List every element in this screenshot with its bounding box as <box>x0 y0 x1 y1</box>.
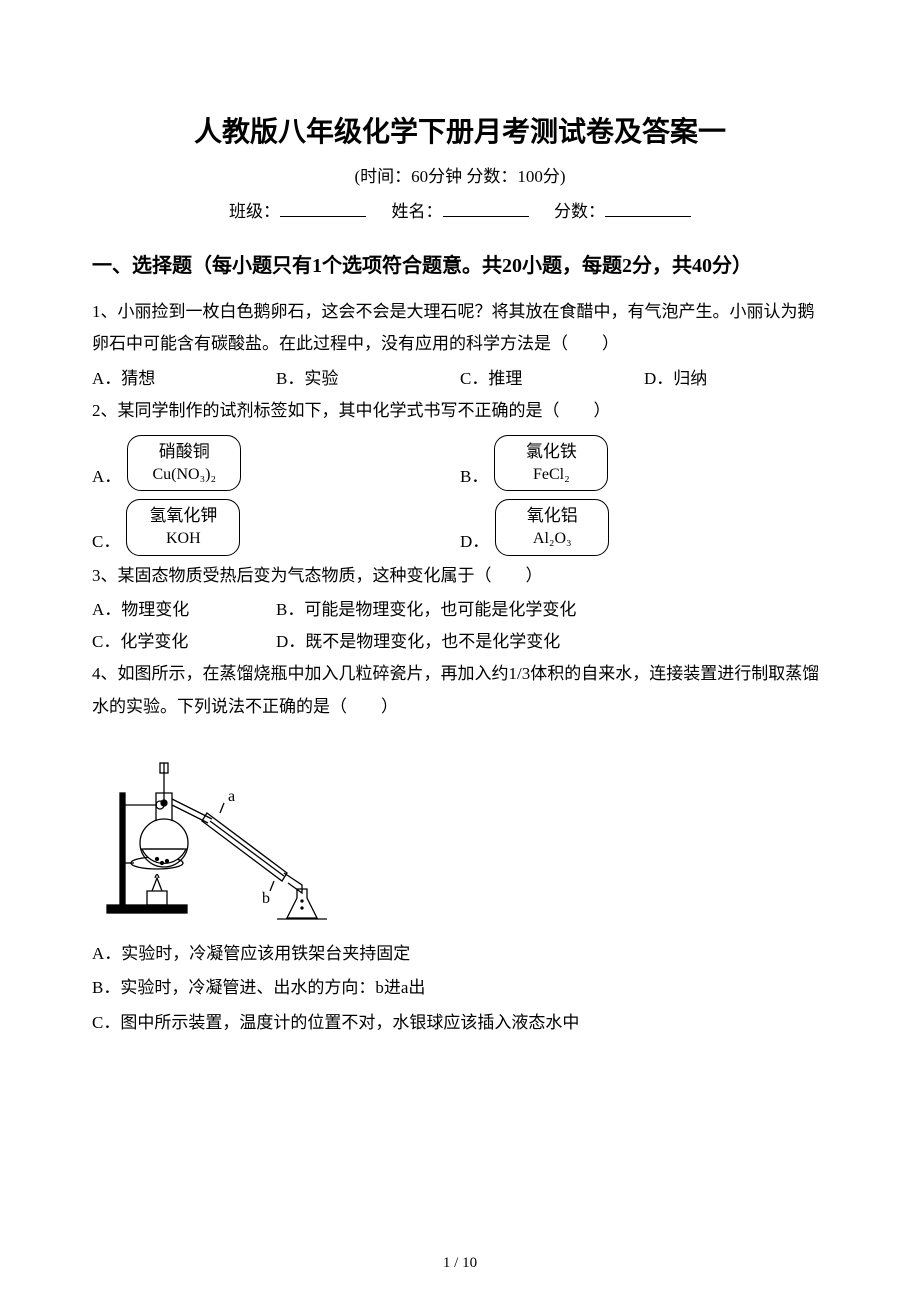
q1-opt-b: B．实验 <box>276 363 460 395</box>
q3-options-row2: C．化学变化 D．既不是物理变化，也不是化学变化 <box>92 626 828 658</box>
reagent-label-c: 氢氧化钾 KOH <box>126 499 240 555</box>
score-label: 分数： <box>554 202 605 221</box>
q4-opt-b: B．实验时，冷凝管进、出水的方向：b进a出 <box>92 972 828 1004</box>
q3-stem: 3、某固态物质受热后变为气态物质，这种变化属于（ ） <box>92 560 828 592</box>
reagent-d-formula: Al₂O₃ <box>496 528 608 550</box>
q2-opt-c: C． 氢氧化钾 KOH <box>92 499 460 555</box>
q3-opt-c: C．化学变化 <box>92 626 276 658</box>
q1-stem: 1、小丽捡到一枚白色鹅卵石，这会不会是大理石呢？将其放在食醋中，有气泡产生。小丽… <box>92 296 828 361</box>
q3-opt-a: A．物理变化 <box>92 594 276 626</box>
q2-opt-a: A． 硝酸铜 Cu(NO₃)₂ <box>92 435 460 491</box>
q2-row1: A． 硝酸铜 Cu(NO₃)₂ B． 氯化铁 FeCl₂ <box>92 435 828 491</box>
name-blank[interactable] <box>443 199 529 217</box>
score-blank[interactable] <box>605 199 691 217</box>
q2-row2: C． 氢氧化钾 KOH D． 氧化铝 Al₂O₃ <box>92 499 828 555</box>
label-a: a <box>228 788 235 805</box>
class-blank[interactable] <box>280 199 366 217</box>
reagent-c-formula: KOH <box>127 528 239 550</box>
q3-opt-b: B．可能是物理变化，也可能是化学变化 <box>276 594 828 626</box>
q2-b-letter: B． <box>460 462 488 491</box>
q2-c-letter: C． <box>92 527 120 556</box>
subtitle: (时间：60分钟 分数：100分) <box>92 162 828 187</box>
page-title: 人教版八年级化学下册月考测试卷及答案一 <box>92 110 828 150</box>
q1-options: A．猜想 B．实验 C．推理 D．归纳 <box>92 363 828 395</box>
name-label: 姓名： <box>392 202 443 221</box>
q2-opt-b: B． 氯化铁 FeCl₂ <box>460 435 828 491</box>
distillation-apparatus-figure: a b <box>102 733 828 928</box>
reagent-b-formula: FeCl₂ <box>495 464 607 486</box>
section-1-head: 一、选择题（每小题只有1个选项符合题意。共20小题，每题2分，共40分） <box>92 244 828 288</box>
reagent-a-name: 硝酸铜 <box>128 440 240 464</box>
reagent-b-name: 氯化铁 <box>495 440 607 464</box>
q1-opt-c: C．推理 <box>460 363 644 395</box>
reagent-label-d: 氧化铝 Al₂O₃ <box>495 499 609 555</box>
info-line: 班级： 姓名： 分数： <box>92 197 828 222</box>
q1-opt-a: A．猜想 <box>92 363 276 395</box>
page-number: 1 / 10 <box>0 1255 920 1272</box>
q4-stem: 4、如图所示，在蒸馏烧瓶中加入几粒碎瓷片，再加入约1/3体积的自来水，连接装置进… <box>92 658 828 723</box>
label-b: b <box>262 890 270 907</box>
reagent-label-b: 氯化铁 FeCl₂ <box>494 435 608 491</box>
q4-opt-a: A．实验时，冷凝管应该用铁架台夹持固定 <box>92 938 828 970</box>
q4-opt-c: C．图中所示装置，温度计的位置不对，水银球应该插入液态水中 <box>92 1007 828 1039</box>
q3-options-row1: A．物理变化 B．可能是物理变化，也可能是化学变化 <box>92 594 828 626</box>
q1-opt-d: D．归纳 <box>644 363 828 395</box>
class-label: 班级： <box>229 202 280 221</box>
q3-opt-d: D．既不是物理变化，也不是化学变化 <box>276 626 828 658</box>
reagent-c-name: 氢氧化钾 <box>127 504 239 528</box>
q2-stem: 2、某同学制作的试剂标签如下，其中化学式书写不正确的是（ ） <box>92 395 828 427</box>
reagent-a-formula: Cu(NO₃)₂ <box>128 464 240 486</box>
q2-opt-d: D． 氧化铝 Al₂O₃ <box>460 499 828 555</box>
reagent-label-a: 硝酸铜 Cu(NO₃)₂ <box>127 435 241 491</box>
reagent-d-name: 氧化铝 <box>496 504 608 528</box>
q2-d-letter: D． <box>460 527 489 556</box>
q2-a-letter: A． <box>92 462 121 491</box>
